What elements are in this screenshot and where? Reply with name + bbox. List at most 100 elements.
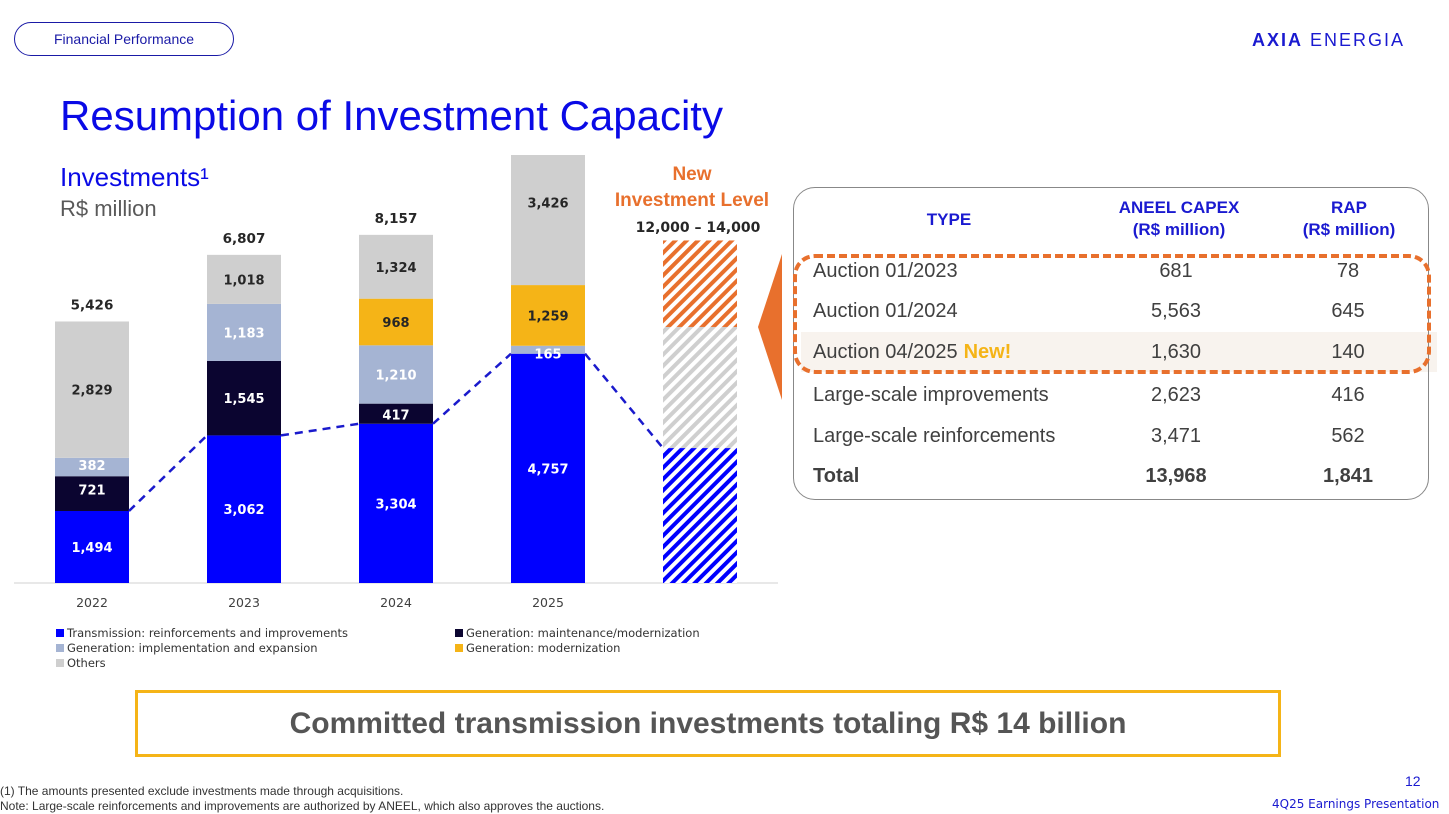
legend-swatch <box>56 644 64 652</box>
segment-value-label: 1,324 <box>375 261 416 276</box>
segment-value-label: 1,259 <box>527 309 568 324</box>
segment-value-label: 382 <box>78 459 105 474</box>
segment-value-label: 417 <box>382 409 409 424</box>
segment-value-label: 721 <box>78 484 105 499</box>
projected-label-line2: Investment Level <box>615 190 769 211</box>
legend-item: Generation: implementation and expansion <box>56 641 318 655</box>
legend-label: Transmission: reinforcements and improve… <box>67 626 348 640</box>
type-text: Large-scale reinforcements <box>813 425 1056 447</box>
table-cell-capex: 1,630 <box>1150 341 1202 363</box>
legend-label: Generation: maintenance/modernization <box>466 626 700 640</box>
table-cell-capex: 13,968 <box>1145 465 1207 487</box>
legend-item: Generation: modernization <box>455 641 620 655</box>
legend-swatch <box>455 629 463 637</box>
callout-arrow-shape <box>758 254 782 400</box>
legend-swatch <box>56 659 64 667</box>
table-cell-type: Auction 01/2024 <box>813 300 958 323</box>
legend-item: Transmission: reinforcements and improve… <box>56 626 348 640</box>
projected-bar-segment <box>663 448 737 583</box>
table-cell-rap: 645 <box>1331 300 1365 322</box>
table-cell-type: Total <box>813 465 859 488</box>
segment-value-label: 2,829 <box>71 384 112 399</box>
segment-value-label: 3,062 <box>223 503 264 518</box>
table-cell-rap: 562 <box>1331 425 1365 447</box>
bar-total-label: 6,807 <box>223 231 266 247</box>
bar-segment <box>207 254 281 304</box>
table-cell-type: Large-scale reinforcements <box>813 425 1055 448</box>
bar-segment <box>359 234 433 299</box>
bar-segment <box>55 321 129 458</box>
bar-segment <box>511 285 585 346</box>
bar-segment <box>359 423 433 583</box>
table-cell-type: Large-scale improvements <box>813 384 1049 407</box>
type-text: Total <box>813 465 860 487</box>
x-tick-label: 2025 <box>532 595 564 610</box>
type-text: Auction 01/2024 <box>813 300 958 322</box>
new-auctions-dashed-frame <box>793 254 1431 374</box>
bar-segment <box>511 353 585 583</box>
table-cell-capex: 5,563 <box>1150 300 1202 322</box>
segment-value-label: 1,183 <box>223 326 264 341</box>
segment-value-label: 3,304 <box>375 497 416 512</box>
projected-label-line1: New <box>672 164 711 185</box>
page-number: 12 <box>1405 773 1421 789</box>
segment-value-label: 968 <box>382 316 409 331</box>
x-tick-label: 2022 <box>76 595 108 610</box>
bar-total-label: 8,157 <box>375 211 418 227</box>
bar-segment <box>511 155 585 286</box>
table-cell-capex: 2,623 <box>1150 384 1202 406</box>
segment-value-label: 165 <box>534 348 561 363</box>
bar-segment <box>207 360 281 436</box>
bar-segment <box>511 345 585 354</box>
bar-segment <box>55 457 129 477</box>
page-title: Resumption of Investment Capacity <box>60 92 723 139</box>
col-header-type: TYPE <box>926 210 972 229</box>
highlight-row-background <box>801 332 1437 372</box>
bar-segment <box>55 510 129 583</box>
segment-value-label: 1,494 <box>71 541 112 556</box>
bar-segment <box>359 298 433 346</box>
projected-range-label: 12,000 – 14,000 <box>636 220 761 236</box>
bar-total-label: 5,426 <box>71 297 114 313</box>
type-text: Large-scale improvements <box>813 384 1049 406</box>
type-text: Auction 04/2025 <box>813 341 958 363</box>
table-cell-capex: 681 <box>1159 260 1193 282</box>
segment-value-label: 1,545 <box>223 392 264 407</box>
projected-bar-segment <box>663 326 737 449</box>
legend-swatch <box>455 644 463 652</box>
callout-arrow <box>758 254 782 400</box>
x-tick-label: 2024 <box>380 595 412 610</box>
axia-logo: AXIA ENERGIA <box>1252 30 1405 51</box>
summary-banner: Committed transmission investments total… <box>135 690 1281 757</box>
legend-item: Others <box>56 656 106 670</box>
new-badge: New! <box>963 341 1012 363</box>
bar-segment <box>55 476 129 511</box>
footnote-1: (1) The amounts presented exclude invest… <box>0 784 404 798</box>
legend-label: Generation: implementation and expansion <box>67 641 318 655</box>
segment-value-label: 3,426 <box>527 197 568 212</box>
investment-bar-chart: 1,494 721 382 2,829 5,426 2022 3,062 1,545 1,183… <box>14 155 778 610</box>
bar-segment <box>359 345 433 404</box>
logo-light-text: ENERGIA <box>1310 30 1406 50</box>
footnote-2: Note: Large-scale reinforcements and imp… <box>0 799 605 813</box>
section-pill: Financial Performance <box>14 22 234 56</box>
table-cell-type: Auction 04/2025 New! <box>813 341 1011 364</box>
chart-unit: R$ million <box>60 196 157 221</box>
legend-label: Others <box>67 656 106 670</box>
segment-value-label: 4,757 <box>527 462 568 477</box>
table-cell-rap: 78 <box>1336 260 1360 282</box>
x-tick-label: 2023 <box>228 595 260 610</box>
table-cell-rap: 1,841 <box>1322 465 1374 487</box>
projected-bar-segment <box>663 240 737 327</box>
segment-value-label: 1,018 <box>223 273 264 288</box>
type-text: Auction 01/2023 <box>813 260 958 282</box>
segment-value-label: 1,210 <box>375 368 416 383</box>
table-cell-type: Auction 01/2023 <box>813 260 958 283</box>
table-cell-capex: 3,471 <box>1150 425 1202 447</box>
legend-swatch <box>56 629 64 637</box>
table-cell-rap: 140 <box>1331 341 1365 363</box>
col-header-capex: ANEEL CAPEX (R$ million) <box>1118 198 1240 239</box>
bar-segment <box>207 435 281 583</box>
legend-label: Generation: modernization <box>466 641 621 655</box>
logo-bold-text: AXIA <box>1252 30 1304 50</box>
